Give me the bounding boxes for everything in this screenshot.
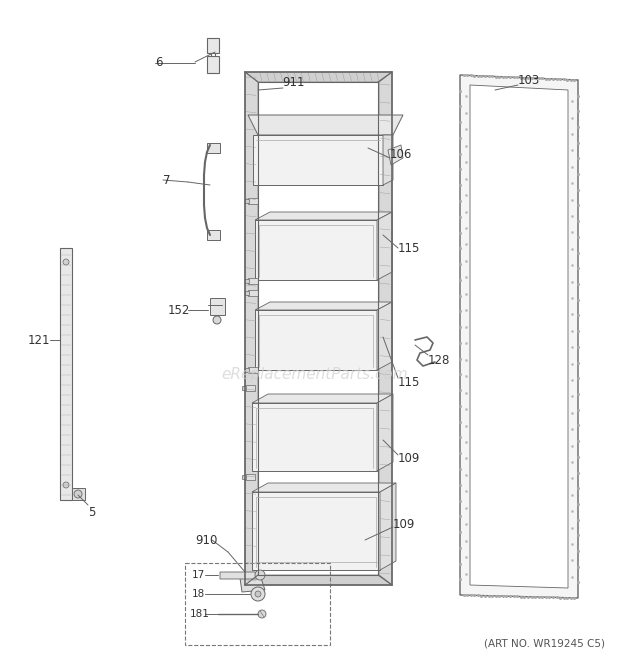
Text: 115: 115 (398, 241, 420, 254)
Polygon shape (388, 145, 403, 165)
Polygon shape (470, 85, 568, 588)
Bar (245, 368, 249, 372)
Bar (245, 279, 249, 283)
Bar (248, 278, 258, 284)
Circle shape (63, 259, 69, 265)
Text: 181: 181 (190, 609, 210, 619)
Bar (245, 385, 255, 391)
Bar (245, 474, 255, 480)
Polygon shape (207, 38, 219, 53)
Text: 109: 109 (398, 451, 420, 465)
Polygon shape (252, 403, 377, 471)
Polygon shape (252, 483, 396, 492)
Bar (245, 291, 249, 295)
Text: 6: 6 (155, 56, 162, 69)
Bar (242, 386, 246, 390)
Polygon shape (207, 230, 220, 240)
Polygon shape (383, 135, 393, 185)
Text: eReplacementParts.com: eReplacementParts.com (222, 368, 409, 383)
Text: 911: 911 (282, 75, 304, 89)
Polygon shape (255, 302, 392, 310)
Polygon shape (60, 248, 72, 500)
Polygon shape (220, 572, 257, 579)
Polygon shape (245, 575, 392, 585)
Bar (185, 563, 330, 645)
Polygon shape (245, 72, 258, 585)
Polygon shape (377, 212, 392, 280)
Text: 121: 121 (28, 334, 50, 346)
Polygon shape (460, 75, 578, 598)
Bar (248, 290, 258, 296)
Text: 5: 5 (88, 506, 95, 518)
Text: 18: 18 (192, 589, 205, 599)
Circle shape (74, 490, 82, 498)
Text: 103: 103 (518, 73, 540, 87)
Bar (248, 367, 258, 373)
Polygon shape (255, 220, 377, 280)
Circle shape (63, 482, 69, 488)
Bar (248, 198, 258, 204)
Text: 109: 109 (393, 518, 415, 531)
Circle shape (213, 316, 221, 324)
Text: 128: 128 (428, 354, 450, 366)
Polygon shape (72, 488, 85, 500)
Circle shape (251, 587, 265, 601)
Polygon shape (377, 394, 393, 471)
Polygon shape (252, 492, 380, 570)
Text: 910: 910 (195, 533, 218, 547)
Bar (242, 475, 246, 479)
Polygon shape (253, 135, 383, 185)
Bar (245, 199, 249, 203)
Text: 115: 115 (398, 375, 420, 389)
Polygon shape (210, 298, 225, 315)
Text: 152: 152 (168, 303, 190, 317)
Text: 17: 17 (192, 570, 205, 580)
Text: 7: 7 (163, 173, 170, 186)
Polygon shape (379, 72, 392, 585)
Polygon shape (377, 302, 392, 370)
Polygon shape (248, 115, 403, 135)
Polygon shape (207, 56, 219, 73)
Text: (ART NO. WR19245 C5): (ART NO. WR19245 C5) (484, 638, 606, 648)
Polygon shape (255, 310, 377, 370)
Circle shape (258, 610, 266, 618)
Polygon shape (207, 143, 220, 153)
Polygon shape (380, 483, 396, 570)
Polygon shape (245, 72, 392, 82)
Circle shape (255, 591, 261, 597)
Polygon shape (240, 575, 265, 592)
Polygon shape (252, 394, 393, 403)
Polygon shape (255, 212, 392, 220)
Text: 106: 106 (390, 149, 412, 161)
Circle shape (255, 570, 265, 580)
